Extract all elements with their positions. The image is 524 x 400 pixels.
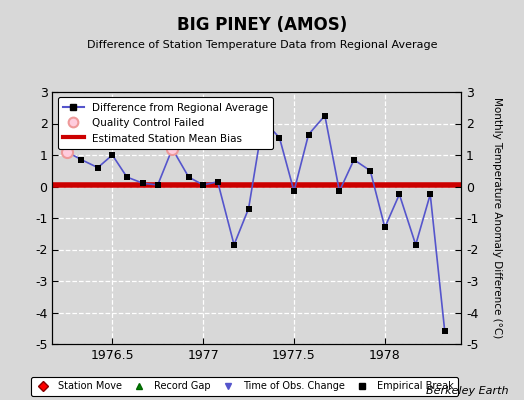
Text: BIG PINEY (AMOS): BIG PINEY (AMOS) <box>177 16 347 34</box>
Legend: Station Move, Record Gap, Time of Obs. Change, Empirical Break: Station Move, Record Gap, Time of Obs. C… <box>31 376 458 396</box>
Text: Difference of Station Temperature Data from Regional Average: Difference of Station Temperature Data f… <box>87 40 437 50</box>
Text: Berkeley Earth: Berkeley Earth <box>426 386 508 396</box>
Y-axis label: Monthly Temperature Anomaly Difference (°C): Monthly Temperature Anomaly Difference (… <box>493 97 503 339</box>
